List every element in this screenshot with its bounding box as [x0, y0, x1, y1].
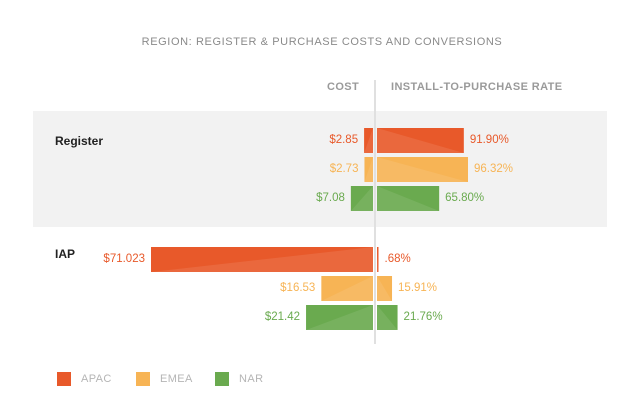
cost-bar-iap-emea [321, 276, 373, 301]
rate-label-register-emea: 96.32% [474, 163, 514, 175]
rate-bar-shade-register-apac [377, 128, 464, 153]
rate-bar-register-nar [377, 186, 440, 211]
chart-title: REGION: REGISTER & PURCHASE COSTS AND CO… [141, 36, 503, 48]
cost-bar-shade-iap-emea [321, 276, 373, 301]
rate-label-iap-emea: 15.91% [398, 282, 438, 294]
rate-label-register-nar: 65.80% [445, 192, 485, 204]
group-label-register: Register [55, 134, 104, 148]
rate-bar-register-emea [377, 157, 468, 182]
cost-bar-shade-register-apac [364, 128, 373, 153]
rate-bar-shade-iap-apac [377, 247, 379, 272]
rate-label-iap-apac: .68% [384, 253, 411, 265]
cost-bar-register-nar [350, 186, 373, 211]
legend-swatch-emea [136, 372, 150, 386]
cost-label-register-emea: $2.73 [329, 163, 359, 175]
legend-item-nar: NAR [215, 372, 263, 386]
cost-column-header: COST [327, 81, 360, 93]
rate-label-iap-nar: 21.76% [403, 311, 443, 323]
cost-label-register-nar: $7.08 [316, 192, 345, 204]
group-label-iap: IAP [55, 247, 76, 261]
legend-item-emea: EMEA [136, 372, 193, 386]
legend-label-apac: APAC [81, 373, 112, 385]
rate-bar-shade-iap-emea [377, 276, 393, 301]
legend-label-emea: EMEA [160, 373, 193, 385]
cost-label-iap-emea: $16.53 [280, 282, 316, 294]
cost-bar-shade-register-nar [350, 186, 373, 211]
cost-bar-iap-apac [151, 247, 373, 272]
legend-item-apac: APAC [57, 372, 112, 386]
rate-column-header: INSTALL-TO-PURCHASE RATE [391, 81, 563, 93]
cost-bar-register-emea [364, 157, 373, 182]
cost-bar-shade-iap-nar [306, 305, 373, 330]
cost-bar-shade-iap-apac [151, 247, 373, 272]
rate-bar-iap-emea [377, 276, 393, 301]
rate-bar-iap-apac [377, 247, 379, 272]
cost-label-iap-nar: $21.42 [264, 311, 301, 323]
cost-label-register-apac: $2.85 [329, 134, 359, 146]
cost-label-iap-apac: $71.023 [103, 253, 145, 265]
legend-label-nar: NAR [239, 373, 264, 385]
rate-bar-shade-iap-nar [377, 305, 398, 330]
rate-label-register-apac: 91.90% [469, 134, 509, 146]
cost-bar-shade-register-emea [364, 157, 373, 182]
legend-swatch-nar [215, 372, 229, 386]
cost-bar-iap-nar [306, 305, 373, 330]
cost-bar-register-apac [364, 128, 373, 153]
rate-bar-iap-nar [377, 305, 398, 330]
rate-bar-shade-register-nar [377, 186, 440, 211]
rate-bar-register-apac [377, 128, 464, 153]
rate-bar-shade-register-emea [377, 157, 468, 182]
legend-swatch-apac [57, 372, 71, 386]
group-band-register [33, 111, 607, 227]
